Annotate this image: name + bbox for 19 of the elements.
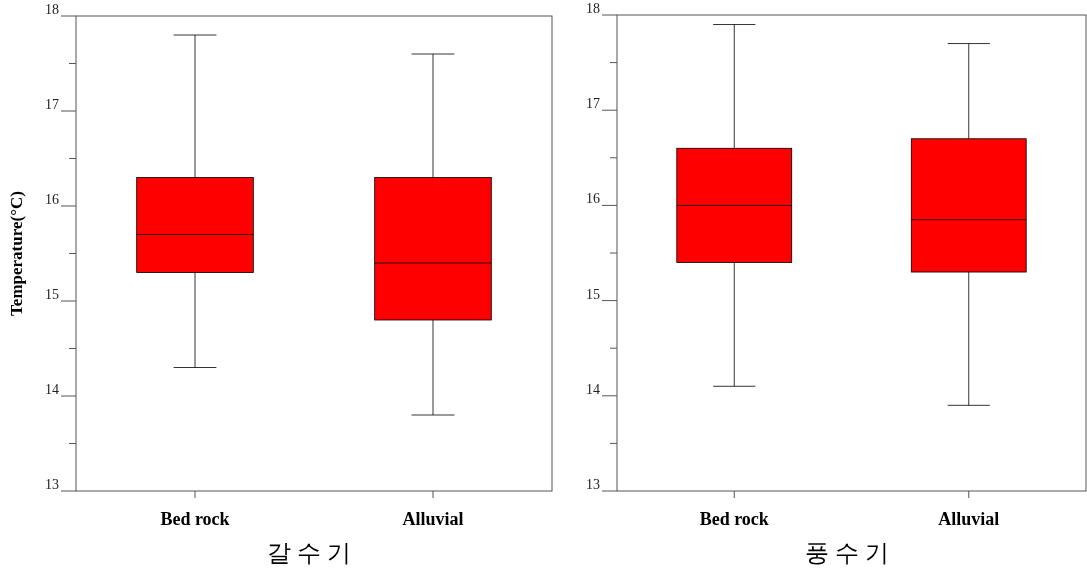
y-tick-label: 15 (45, 287, 59, 302)
x-tick-label: Bed rock (699, 509, 769, 529)
y-tick-label: 15 (586, 286, 600, 302)
y-tick-label: 18 (45, 2, 59, 17)
y-tick-label: 13 (586, 477, 600, 492)
x-tick-label: Bed rock (160, 509, 230, 529)
y-tick-label: 14 (586, 381, 600, 397)
y-tick-label: 16 (586, 191, 600, 207)
y-tick-label: 17 (586, 96, 600, 112)
y-tick-label: 16 (45, 192, 59, 207)
x-axis-title: 갈 수 기 (267, 540, 351, 566)
y-tick-label: 14 (45, 382, 59, 397)
y-tick-label: 18 (586, 1, 600, 16)
x-tick-label: Alluvial (402, 509, 464, 529)
x-axis-title: 풍 수 기 (804, 540, 889, 566)
y-axis-title: Temperature(°C) (7, 191, 26, 316)
y-tick-label: 17 (45, 97, 59, 112)
x-tick-label: Alluvial (938, 509, 1000, 529)
y-tick-label: 13 (45, 477, 59, 492)
